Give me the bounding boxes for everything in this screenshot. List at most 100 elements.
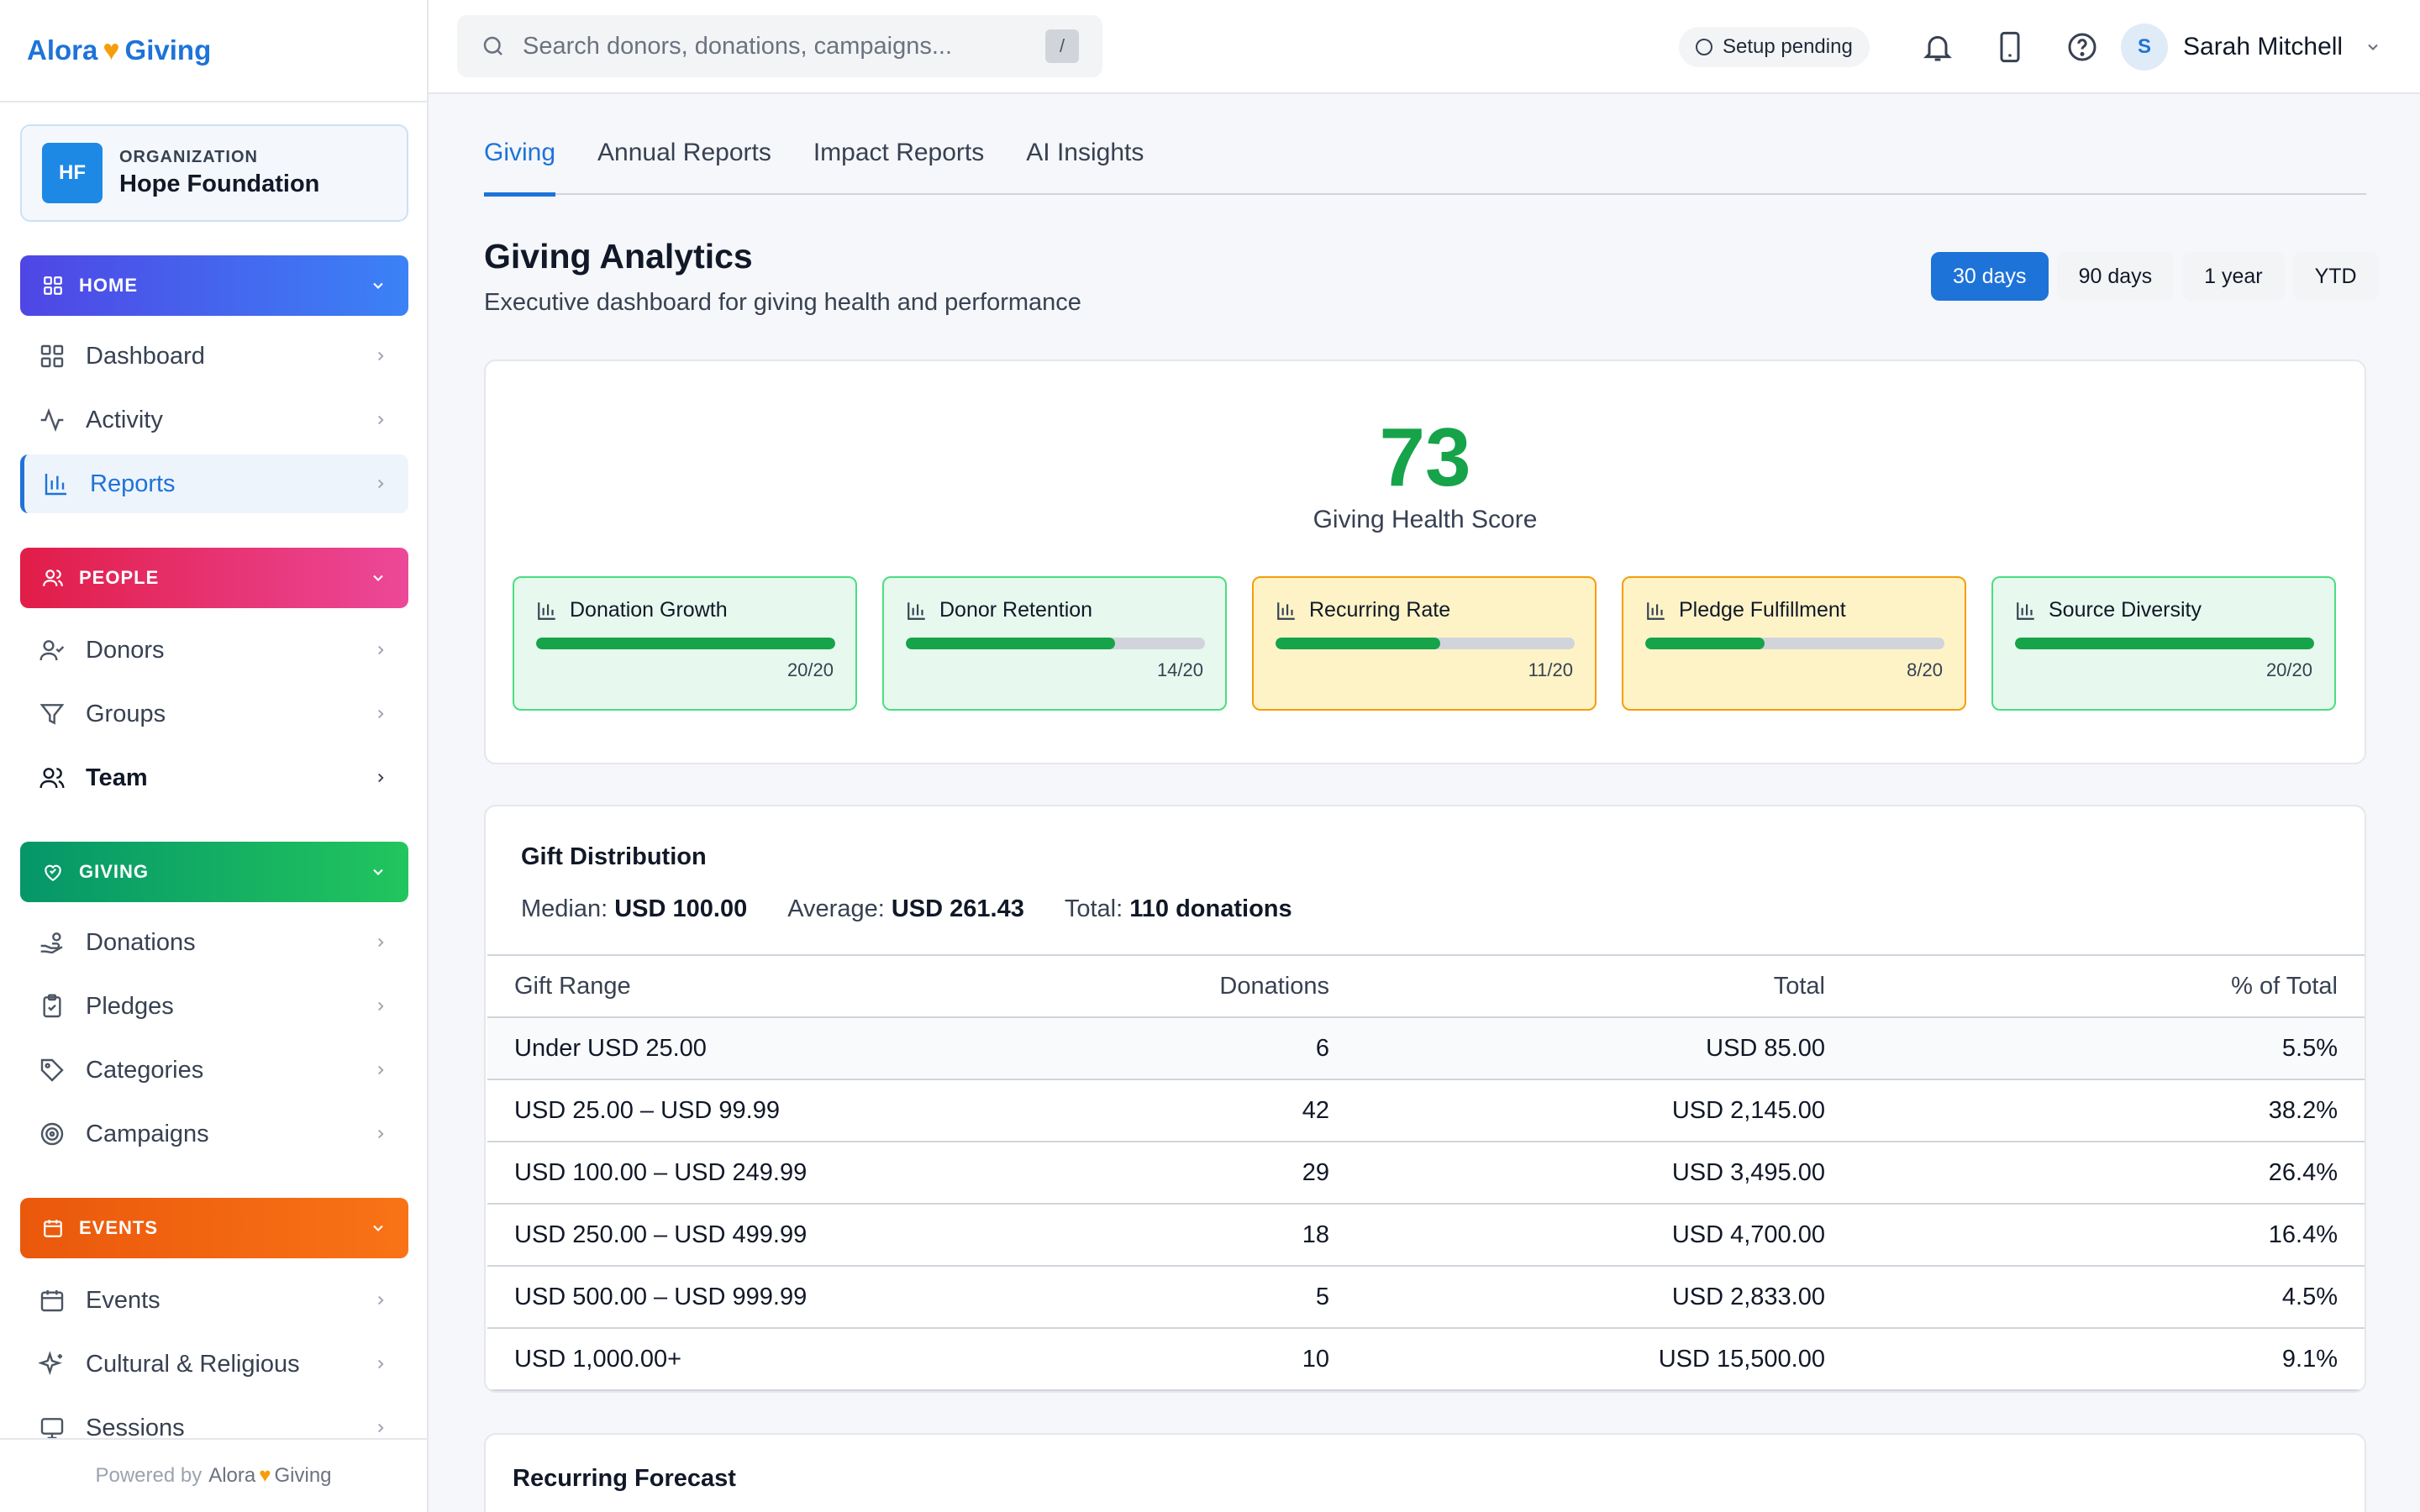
sidebar-item-sessions[interactable]: Sessions <box>20 1399 408 1457</box>
section-events-label: EVENTS <box>79 1217 159 1238</box>
page-title: Giving Analytics <box>484 237 753 276</box>
metric-name: Recurring Rate <box>1309 598 1451 622</box>
sidebar-item-activity[interactable]: Activity <box>20 391 408 449</box>
cell-gift-range: USD 500.00 – USD 999.99 <box>487 1265 1025 1328</box>
chevron-right-icon <box>378 1359 384 1369</box>
sidebar-item-label: Sessions <box>86 1414 185 1441</box>
metric-card[interactable]: Recurring Rate 11/20 <box>1252 576 1597 711</box>
metric-progress-fill <box>1276 638 1440 649</box>
table-row[interactable]: USD 250.00 – USD 499.99 18 USD 4,700.00 16.… <box>487 1203 2365 1266</box>
chevron-right-icon <box>378 351 384 361</box>
bell-icon[interactable] <box>1921 30 1954 64</box>
metric-name: Donor Retention <box>939 598 1093 622</box>
range-ytd-button[interactable]: YTD <box>2292 252 2379 301</box>
sidebar-item-campaigns[interactable]: Campaigns <box>20 1105 408 1163</box>
median-stat: Median: USD 100.00 <box>521 895 747 923</box>
table-row[interactable]: USD 25.00 – USD 99.99 42 USD 2,145.00 38.2% <box>487 1079 2365 1142</box>
gift-distribution-card: Gift Distribution Median: USD 100.00 Ave… <box>484 805 2366 1393</box>
column-header-donations[interactable]: Donations <box>1025 954 1356 1017</box>
sidebar-item-label: Pledges <box>86 992 174 1020</box>
table-row[interactable]: Under USD 25.00 6 USD 85.00 5.5% <box>487 1016 2365 1079</box>
dashboard-icon <box>40 344 64 368</box>
metric-card[interactable]: Pledge Fulfillment 8/20 <box>1622 576 1966 711</box>
metric-progress-track <box>536 638 835 649</box>
column-header-total[interactable]: Total <box>1356 954 1852 1017</box>
cell-donations: 18 <box>1025 1203 1356 1266</box>
chevron-right-icon <box>378 415 384 425</box>
phone-icon[interactable] <box>1993 30 2027 64</box>
average-value: USD 261.43 <box>891 895 1024 922</box>
search-icon <box>483 36 502 55</box>
column-header-gift-range[interactable]: Gift Range <box>487 954 1025 1017</box>
metric-card[interactable]: Donor Retention 14/20 <box>882 576 1227 711</box>
chevron-right-icon <box>378 1001 384 1011</box>
setup-status-badge[interactable]: Setup pending <box>1679 27 1870 67</box>
metric-name: Source Diversity <box>2049 598 2202 622</box>
total-stat: Total: 110 donations <box>1065 895 1292 923</box>
search-bar[interactable]: / <box>457 15 1102 77</box>
sidebar-item-dashboard[interactable]: Dashboard <box>20 327 408 386</box>
metric-card[interactable]: Donation Growth 20/20 <box>513 576 857 711</box>
table-row[interactable]: USD 100.00 – USD 249.99 29 USD 3,495.00 26.… <box>487 1141 2365 1204</box>
cell-percent: 26.4% <box>1852 1141 2365 1204</box>
filter-icon <box>39 704 65 725</box>
range-90-days-button[interactable]: 90 days <box>2056 252 2175 301</box>
sidebar-item-label: Donations <box>86 928 196 956</box>
metric-score: 8/20 <box>1907 659 1943 680</box>
table-row[interactable]: USD 1,000.00+ 10 USD 15,500.00 9.1% <box>487 1327 2365 1391</box>
section-events[interactable]: EVENTS <box>20 1198 408 1258</box>
cell-percent: 9.1% <box>1852 1327 2365 1391</box>
cell-percent: 38.2% <box>1852 1079 2365 1142</box>
sidebar-item-pledges[interactable]: Pledges <box>20 977 408 1036</box>
circle-icon <box>1696 39 1712 55</box>
cell-percent: 5.5% <box>1852 1016 2365 1079</box>
range-1-year-button[interactable]: 1 year <box>2182 252 2285 301</box>
cell-donations: 5 <box>1025 1265 1356 1328</box>
tab-impact-reports[interactable]: Impact Reports <box>813 139 985 166</box>
search-shortcut-key: / <box>1045 29 1079 63</box>
user-menu[interactable]: S Sarah Mitchell <box>2121 22 2381 72</box>
sidebar-item-cultural-religious[interactable]: Cultural & Religious <box>20 1335 408 1394</box>
tab-ai-insights[interactable]: AI Insights <box>1026 139 1144 166</box>
cell-total: USD 2,145.00 <box>1356 1079 1852 1142</box>
organization-switcher[interactable]: HF ORGANIZATION Hope Foundation <box>20 124 408 222</box>
sidebar-item-donors[interactable]: Donors <box>20 621 408 680</box>
median-value: USD 100.00 <box>614 895 748 922</box>
sidebar-item-categories[interactable]: Categories <box>20 1041 408 1100</box>
sidebar-item-team[interactable]: Team <box>20 748 408 807</box>
search-input[interactable] <box>523 32 1027 60</box>
date-range-selector: 30 days 90 days 1 year YTD <box>1931 252 2379 301</box>
range-30-days-button[interactable]: 30 days <box>1931 252 2049 301</box>
table-row[interactable]: USD 500.00 – USD 999.99 5 USD 2,833.00 4.5% <box>487 1265 2365 1328</box>
team-icon <box>39 768 65 789</box>
sidebar-item-events[interactable]: Events <box>20 1271 408 1330</box>
metric-progress-track <box>1276 638 1575 649</box>
health-score-card: 73 Giving Health Score Donation Growth 20… <box>484 360 2366 764</box>
metric-card[interactable]: Source Diversity 20/20 <box>1991 576 2336 711</box>
org-kicker: ORGANIZATION <box>119 148 258 166</box>
recurring-forecast-title: Recurring Forecast <box>513 1465 736 1492</box>
metric-score: 20/20 <box>2265 659 2312 680</box>
avatar: S <box>2121 24 2168 71</box>
user-check-icon <box>39 640 65 661</box>
tag-icon <box>40 1058 64 1082</box>
tab-annual-reports[interactable]: Annual Reports <box>597 139 771 166</box>
section-home[interactable]: HOME <box>20 255 408 316</box>
section-giving[interactable]: GIVING <box>20 842 408 902</box>
section-people[interactable]: PEOPLE <box>20 548 408 608</box>
help-icon[interactable] <box>2065 30 2099 64</box>
column-header-percent[interactable]: % of Total <box>1852 954 2365 1017</box>
metric-name: Donation Growth <box>570 598 728 622</box>
sidebar-item-reports[interactable]: Reports <box>20 454 408 513</box>
health-score-label: Giving Health Score <box>1313 506 1538 533</box>
chevron-right-icon <box>378 479 384 489</box>
brand-logo[interactable]: Alora ♥ Giving <box>0 0 427 102</box>
bar-chart-icon <box>45 474 66 496</box>
sidebar-item-groups[interactable]: Groups <box>20 685 408 743</box>
sidebar-item-donations[interactable]: Donations <box>20 913 408 972</box>
cell-total: USD 4,700.00 <box>1356 1203 1852 1266</box>
section-home-label: HOME <box>79 275 138 296</box>
metric-score: 11/20 <box>1528 659 1573 680</box>
hand-coins-icon <box>40 932 63 954</box>
tab-giving[interactable]: Giving <box>484 119 556 197</box>
